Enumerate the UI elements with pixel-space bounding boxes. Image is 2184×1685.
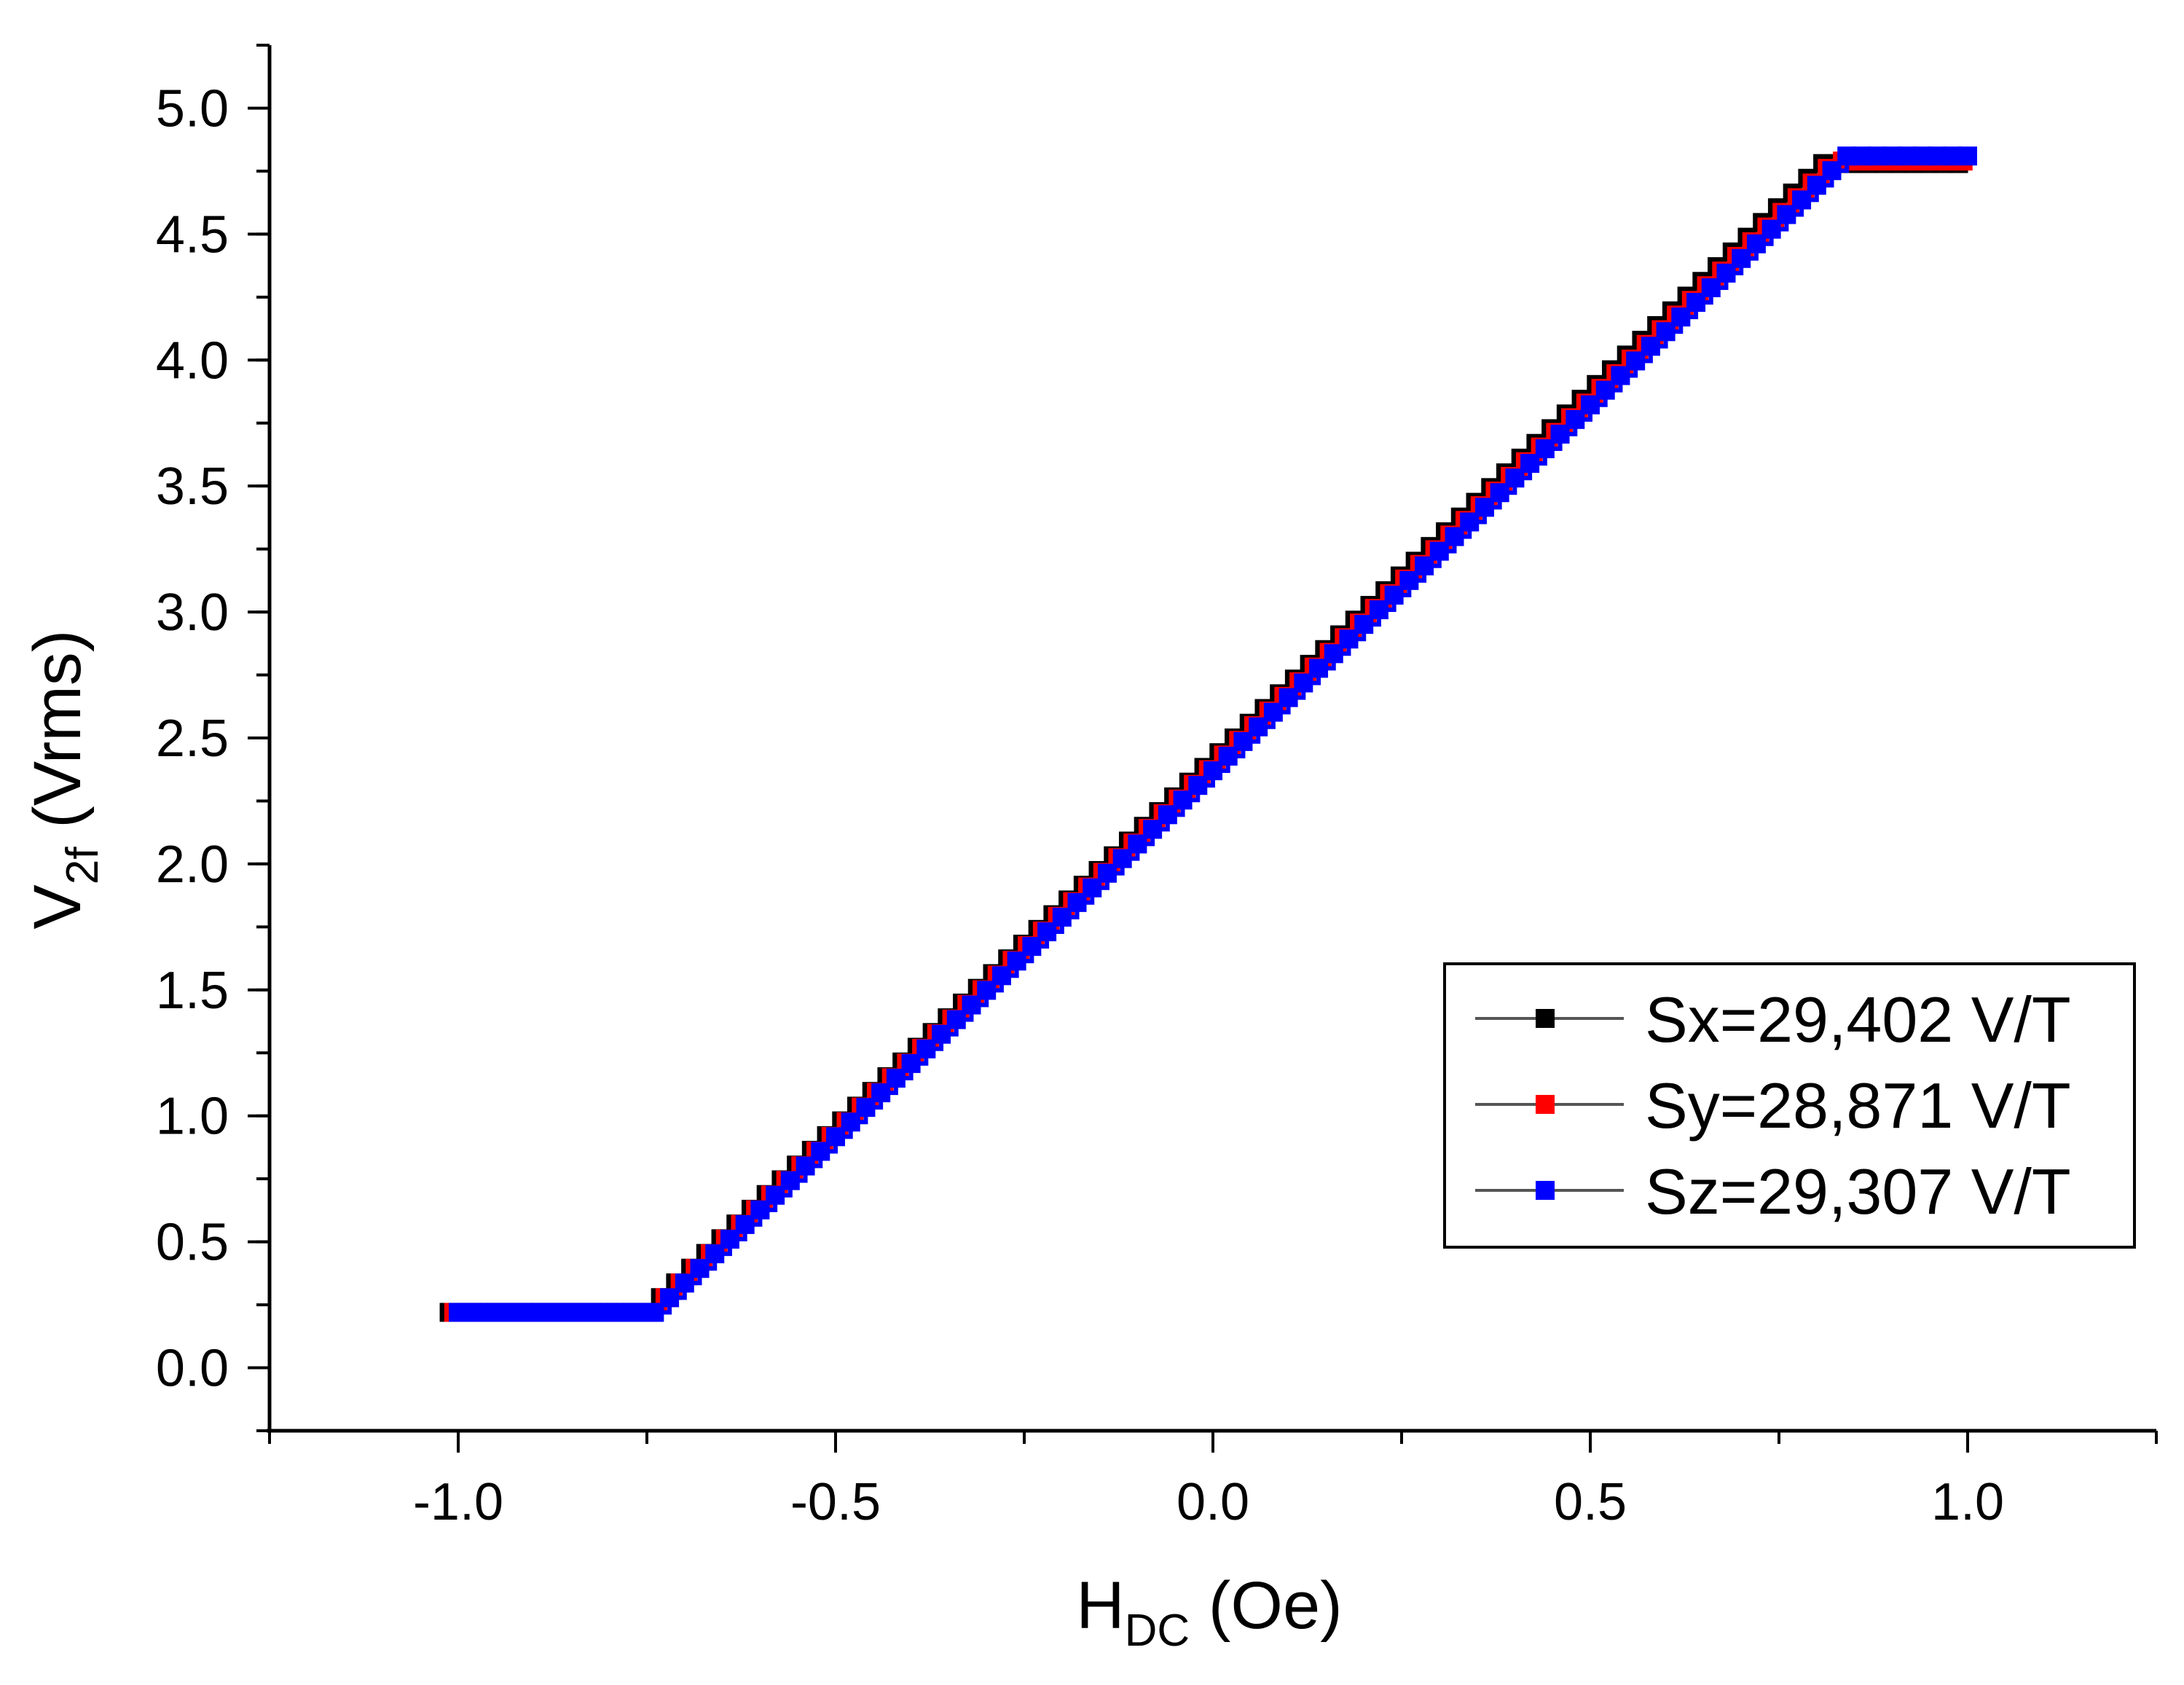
y-tick-label: 2.5	[156, 710, 229, 768]
y-tick-label: 4.0	[156, 331, 229, 390]
x-tick-label: -0.5	[790, 1473, 881, 1531]
x-axis-label-sub: DC	[1125, 1606, 1190, 1656]
x-axis-label-main: H	[1076, 1568, 1124, 1643]
x-tick-label: 0.0	[1177, 1473, 1249, 1531]
legend-marker-sz	[1536, 1181, 1555, 1200]
legend-label-sx: Sx=29,402 V/T	[1645, 983, 2071, 1056]
y-tick-label: 4.5	[156, 205, 229, 264]
x-axis-label: HDC (Oe)	[1076, 1568, 1343, 1656]
legend-entry-sx: Sx=29,402 V/T	[1475, 983, 2071, 1056]
y-axis-label-unit: (Vrms)	[20, 629, 95, 847]
ticks: -1.0 -0.5 0.0 0.5 1.0 0.0 0.5 1.0 1.5 2.0 2.5 3.0 3.…	[156, 44, 2158, 1531]
y-tick-label: 3.0	[156, 584, 229, 642]
plot-area	[439, 146, 1977, 1322]
y-tick-label: 5.0	[156, 79, 229, 138]
legend: Sx=29,402 V/T Sy=28,871 V/T Sz=29,307 V/…	[1443, 962, 2136, 1249]
legend-entry-sy: Sy=28,871 V/T	[1475, 1069, 2071, 1142]
x-tick-label: 1.0	[1931, 1473, 2004, 1531]
y-tick-label: 0.5	[156, 1214, 229, 1272]
legend-label-sz: Sz=29,307 V/T	[1645, 1155, 2071, 1228]
legend-entry-sz: Sz=29,307 V/T	[1475, 1155, 2071, 1228]
y-axis-label-main: V	[20, 884, 95, 929]
legend-marker-sx	[1536, 1009, 1555, 1028]
series-3	[449, 146, 1977, 1322]
x-tick-label: 0.5	[1554, 1473, 1627, 1531]
data-point	[1958, 146, 1977, 166]
y-tick-label: 1.5	[156, 962, 229, 1020]
legend-marker-sy	[1536, 1095, 1555, 1114]
y-axis-label-sub: 2f	[58, 847, 108, 884]
legend-label-sy: Sy=28,871 V/T	[1645, 1069, 2071, 1142]
y-axis-label: V2f (Vrms)	[20, 629, 108, 929]
x-axis-label-unit: (Oe)	[1190, 1568, 1343, 1643]
x-tick-label: -1.0	[413, 1473, 503, 1531]
y-tick-label: 1.0	[156, 1088, 229, 1146]
y-tick-label: 0.0	[156, 1340, 229, 1398]
y-tick-label: 2.0	[156, 836, 229, 894]
y-tick-label: 3.5	[156, 457, 229, 516]
